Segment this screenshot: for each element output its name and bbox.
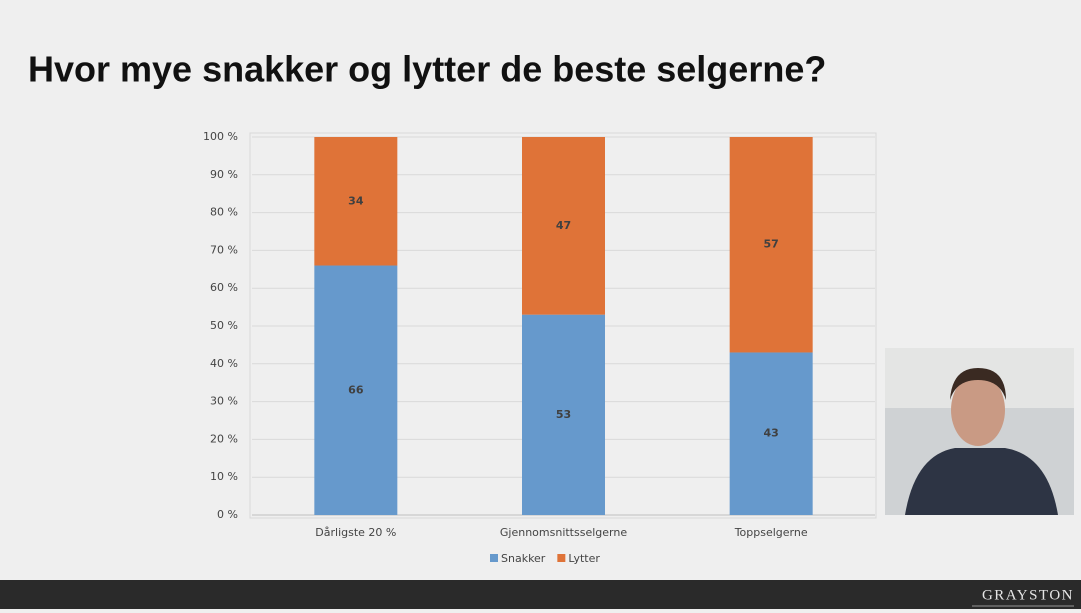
bar-segment: [522, 314, 605, 515]
x-tick-label: Toppselgerne: [734, 526, 808, 539]
y-tick-label: 80 %: [210, 206, 238, 219]
data-label: 47: [556, 219, 571, 232]
legend-label: Lytter: [568, 552, 600, 565]
data-label: 34: [348, 194, 364, 207]
webcam: [885, 348, 1074, 515]
bar-segment: [729, 137, 813, 353]
x-tick-label: Gjennomsnittsselgerne: [500, 526, 627, 539]
data-label: 57: [764, 238, 779, 251]
legend-label: Snakker: [501, 552, 546, 565]
y-tick-label: 0 %: [217, 508, 238, 521]
y-tick-label: 100 %: [203, 130, 238, 143]
slide-title: Hvor mye snakker og lytter de beste selg…: [28, 49, 826, 90]
y-tick-label: 50 %: [210, 319, 238, 332]
y-tick-label: 30 %: [210, 395, 238, 408]
y-tick-label: 60 %: [210, 281, 238, 294]
x-tick-label: Dårligste 20 %: [315, 526, 396, 539]
data-label: 53: [556, 408, 571, 421]
bar-segment: [522, 137, 605, 315]
y-tick-label: 40 %: [210, 357, 238, 370]
webcam-person-head: [951, 374, 1005, 446]
y-tick-label: 20 %: [210, 432, 238, 445]
legend-swatch: [490, 554, 498, 562]
y-tick-label: 10 %: [210, 470, 238, 483]
bar-segment: [729, 352, 813, 515]
data-label: 66: [348, 383, 364, 396]
legend-swatch: [557, 554, 566, 562]
webcam-person-body: [905, 448, 1058, 515]
y-tick-label: 70 %: [210, 243, 238, 256]
footer-brand: GRAYSTON: [982, 587, 1074, 603]
footer-bar: [0, 580, 1081, 609]
bar-segment: [314, 265, 398, 515]
y-tick-label: 90 %: [210, 168, 238, 181]
webcam-person-hair: [950, 368, 1006, 400]
data-label: 43: [764, 427, 779, 440]
bar-segment: [314, 137, 398, 266]
